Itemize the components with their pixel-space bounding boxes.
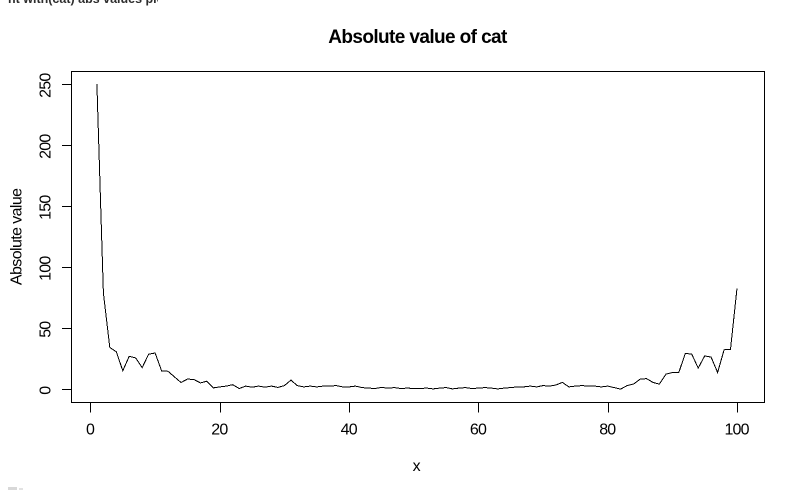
svg-text:80: 80 xyxy=(599,422,616,439)
svg-text:40: 40 xyxy=(341,422,358,439)
svg-text:20: 20 xyxy=(211,422,228,439)
svg-text:200: 200 xyxy=(38,134,55,159)
svg-text:Absolute value of cat: Absolute value of cat xyxy=(328,27,508,48)
svg-text:150: 150 xyxy=(38,195,55,220)
svg-text:250: 250 xyxy=(38,73,55,98)
svg-text:100: 100 xyxy=(724,422,749,439)
svg-text:0: 0 xyxy=(86,422,95,439)
svg-text:Absolute value: Absolute value xyxy=(9,188,26,285)
svg-text:60: 60 xyxy=(470,422,487,439)
svg-text:x: x xyxy=(413,458,421,475)
svg-text:100: 100 xyxy=(38,256,55,281)
svg-text:50: 50 xyxy=(38,321,55,338)
svg-text:0: 0 xyxy=(38,386,55,395)
